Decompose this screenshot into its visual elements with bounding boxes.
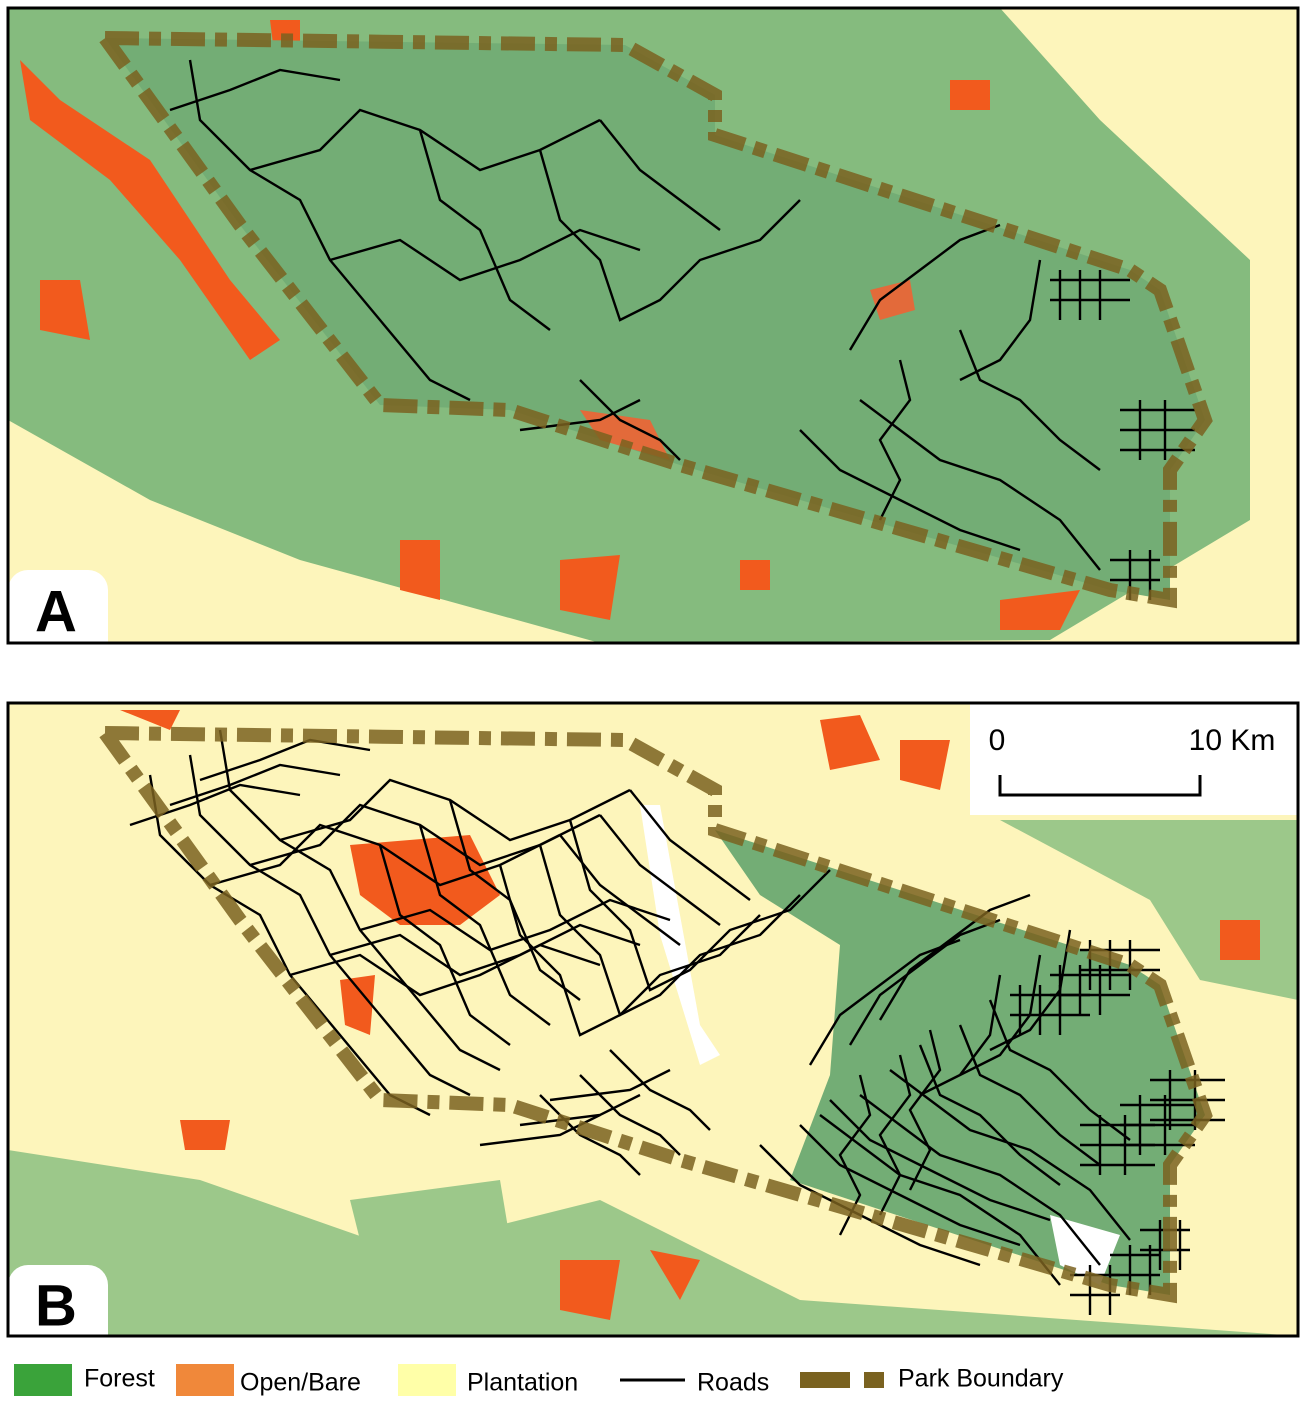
panel-label: B — [35, 1273, 77, 1338]
figure: A B 0 10 Km Forest Open/Bare Plantation — [0, 0, 1304, 1404]
legend-swatch — [14, 1364, 72, 1396]
scale-box — [970, 703, 1300, 815]
legend-label: Roads — [697, 1369, 769, 1397]
legend-label: Open/Bare — [240, 1369, 361, 1397]
map-panel-b: B 0 10 Km — [8, 703, 1300, 1345]
legend-label: Forest — [84, 1365, 155, 1393]
page: {"panels": [{"label": "A"}, {"label": "B… — [0, 0, 1304, 1404]
legend-swatch — [176, 1364, 234, 1396]
legend-label: Park Boundary — [898, 1365, 1064, 1393]
scale-start: 0 — [989, 724, 1006, 757]
panel-label: A — [35, 579, 77, 644]
legend-swatch — [398, 1364, 456, 1396]
scale-end: 10 Km — [1189, 724, 1276, 757]
map-panel-a: A — [8, 8, 1298, 650]
legend-label: Plantation — [467, 1369, 578, 1397]
legend: Forest Open/Bare Plantation Roads Park B… — [14, 1364, 1064, 1397]
